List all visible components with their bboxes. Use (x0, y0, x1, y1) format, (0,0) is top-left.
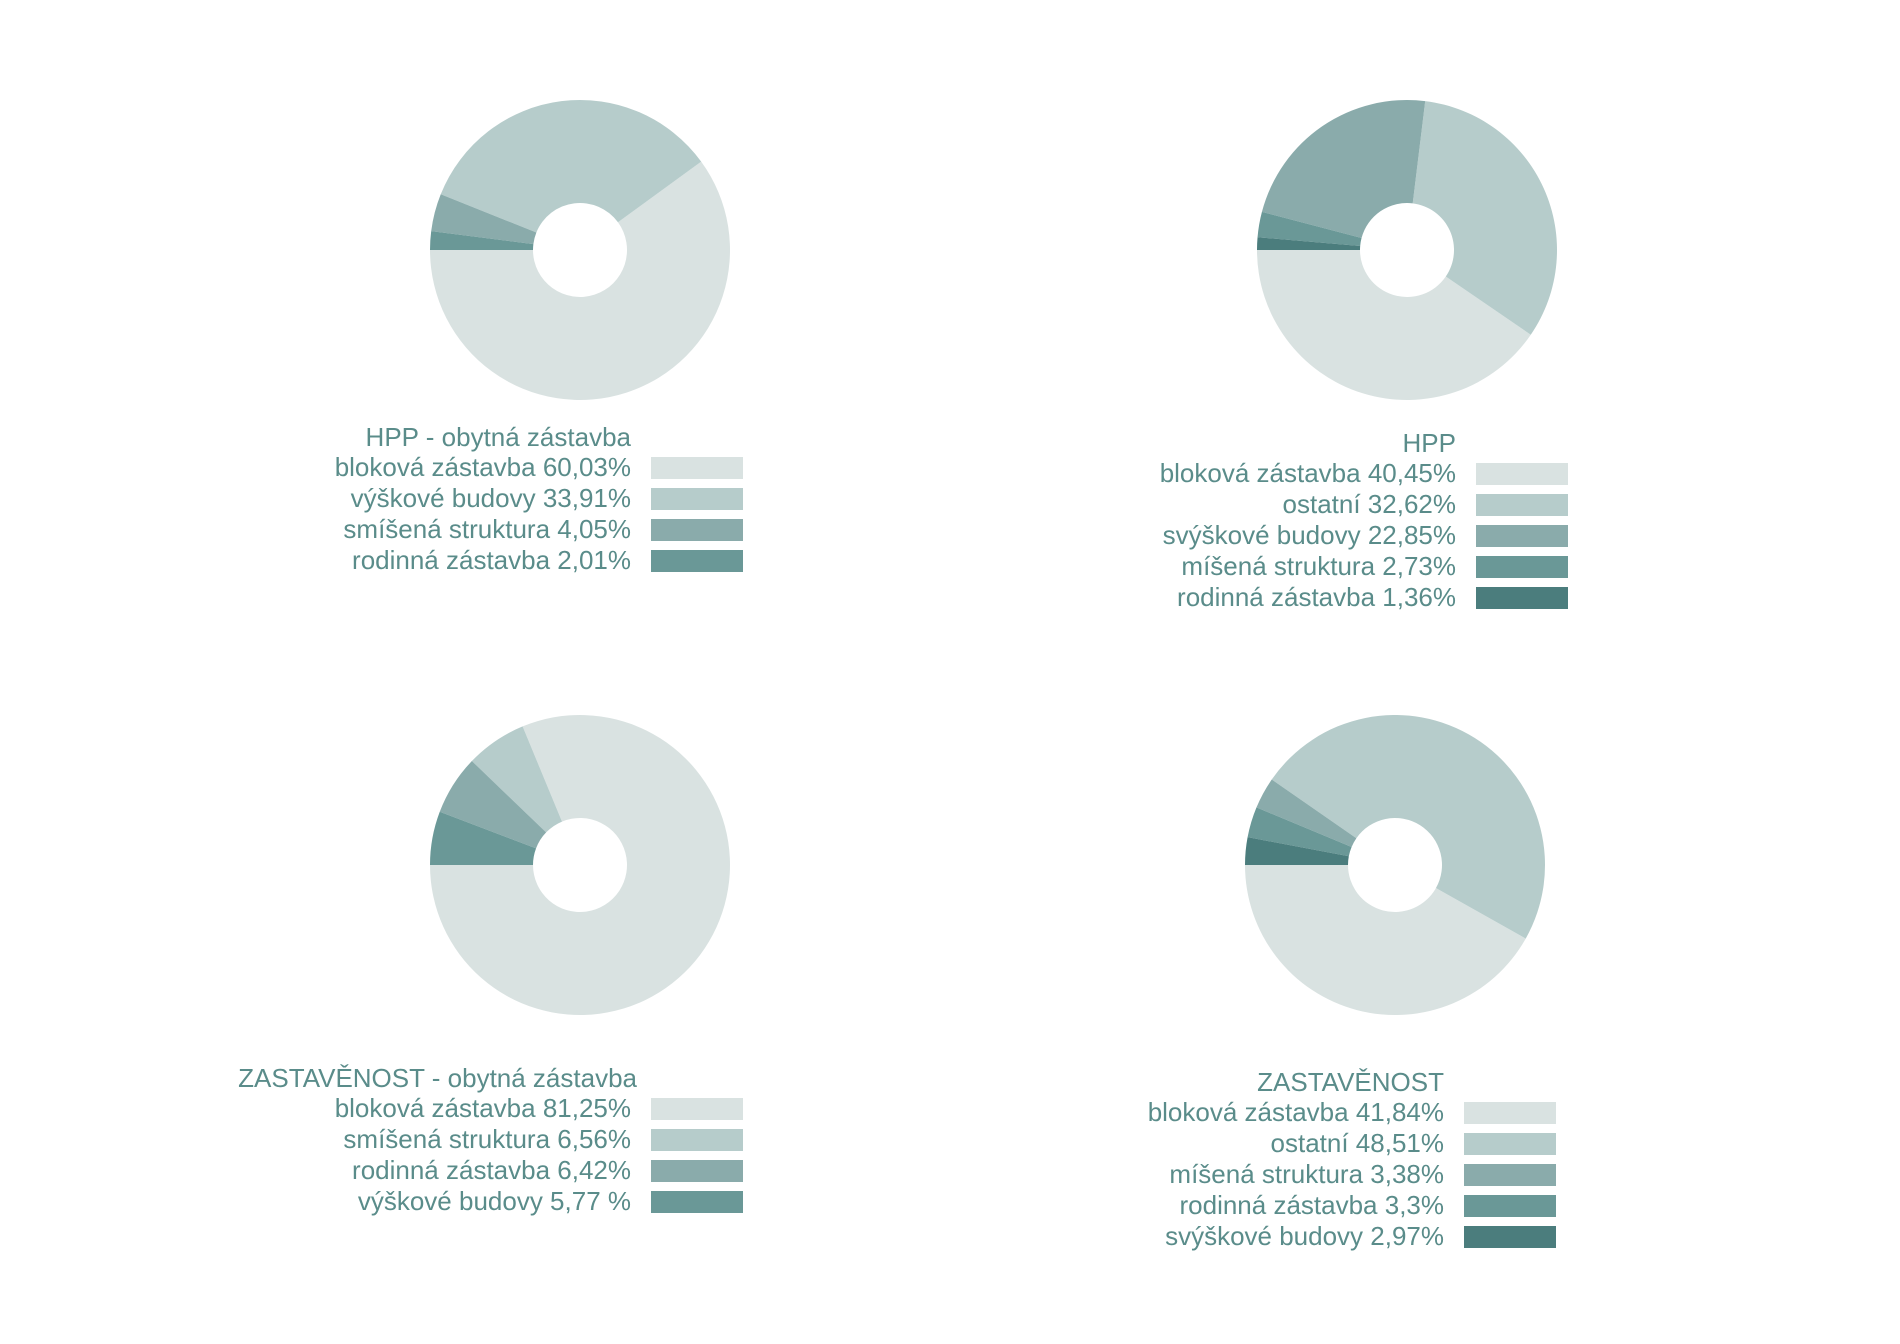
legend-swatch (1464, 1101, 1556, 1124)
legend-label: smíšená struktura 6,56% (343, 1124, 631, 1154)
legend-swatch (1476, 586, 1568, 609)
legend-label: bloková zástavba 60,03% (334, 452, 631, 482)
legend-item: bloková zástavba 40,45% (1160, 458, 1568, 489)
legend-swatch (651, 1190, 743, 1213)
pie-slice (439, 761, 547, 849)
legend-swatch (1464, 1132, 1556, 1155)
chart-title: HPP (1402, 428, 1456, 458)
legend-item: svýškové budovy 22,85% (1160, 520, 1568, 551)
pie-slice (430, 231, 534, 250)
pie-slice (430, 715, 730, 1016)
legend-item: míšená struktura 2,73% (1160, 551, 1568, 582)
pie-slice (1261, 99, 1426, 239)
legend-label: rodinná zástavba 2,01% (352, 545, 631, 575)
legend-swatch (651, 1159, 743, 1182)
legend-swatch (651, 518, 743, 541)
legend-item: bloková zástavba 81,25% (238, 1093, 743, 1124)
pie-slice (1247, 807, 1352, 857)
pie-slice (1257, 250, 1531, 400)
pie-slice (1257, 237, 1361, 250)
pie-slice (431, 194, 537, 245)
legend-swatch (1476, 493, 1568, 516)
legend-swatch (651, 1128, 743, 1151)
legend-item: rodinná zástavba 6,42% (238, 1155, 743, 1186)
legend-label: rodinná zástavba 1,36% (1177, 582, 1456, 612)
legend-swatch (651, 456, 743, 479)
legend-hpp: HPP bloková zástavba 40,45% ostatní 32,62… (1160, 428, 1568, 613)
legend-swatch (1476, 555, 1568, 578)
legend-item: ostatní 48,51% (1148, 1128, 1556, 1159)
legend-item: výškové budovy 33,91% (335, 483, 743, 514)
legend-label: ostatní 48,51% (1270, 1128, 1444, 1158)
legend-swatch (1476, 462, 1568, 485)
legend-item: míšená struktura 3,38% (1148, 1159, 1556, 1190)
pie-slice (1257, 211, 1362, 246)
legend-item: smíšená struktura 6,56% (238, 1124, 743, 1155)
legend-label: smíšená struktura 4,05% (343, 514, 631, 544)
legend-item: ostatní 32,62% (1160, 489, 1568, 520)
legend-label: bloková zástavba 40,45% (1159, 458, 1456, 488)
legend-label: výškové budovy 5,77 % (357, 1186, 631, 1216)
legend-swatch (651, 1097, 743, 1120)
legend-label: rodinná zástavba 3,3% (1179, 1190, 1444, 1220)
legend-label: výškové budovy 33,91% (350, 483, 631, 513)
legend-label: rodinná zástavba 6,42% (352, 1155, 631, 1185)
legend-label: svýškové budovy 2,97% (1165, 1221, 1444, 1251)
pie-slice (1412, 101, 1557, 335)
legend-hpp-obytna: HPP - obytná zástavba bloková zástavba 6… (335, 422, 743, 576)
pie-slice (1245, 837, 1349, 865)
legend-zastavenost: ZASTAVĚNOST bloková zástavba 41,84% ostat… (1148, 1067, 1556, 1252)
legend-label: svýškové budovy 22,85% (1162, 520, 1456, 550)
legend-item: smíšená struktura 4,05% (335, 514, 743, 545)
legend-item: rodinná zástavba 2,01% (335, 545, 743, 576)
pie-slice (471, 726, 563, 833)
chart-title: ZASTAVĚNOST (1257, 1067, 1444, 1097)
legend-item: výškové budovy 5,77 % (238, 1186, 743, 1217)
legend-item: rodinná zástavba 1,36% (1160, 582, 1568, 613)
chart-title: HPP - obytná zástavba (365, 422, 631, 452)
legend-item: bloková zástavba 60,03% (335, 452, 743, 483)
legend-label: míšená struktura 3,38% (1169, 1159, 1444, 1189)
legend-item: rodinná zástavba 3,3% (1148, 1190, 1556, 1221)
chart-title: ZASTAVĚNOST - obytná zástavba (238, 1063, 637, 1093)
legend-swatch (651, 487, 743, 510)
pie-slice (1271, 714, 1546, 939)
pie-slice (440, 100, 702, 233)
legend-swatch (1464, 1194, 1556, 1217)
legend-swatch (651, 549, 743, 572)
legend-item: svýškové budovy 2,97% (1148, 1221, 1556, 1252)
legend-swatch (1464, 1225, 1556, 1248)
legend-label: bloková zástavba 81,25% (334, 1093, 631, 1123)
legend-label: ostatní 32,62% (1282, 489, 1456, 519)
legend-item: bloková zástavba 41,84% (1148, 1097, 1556, 1128)
legend-swatch (1464, 1163, 1556, 1186)
pie-slice (430, 811, 537, 865)
legend-swatch (1476, 524, 1568, 547)
pie-slice (1245, 865, 1526, 1015)
legend-label: míšená struktura 2,73% (1181, 551, 1456, 581)
pie-slice (1256, 779, 1357, 847)
pie-slice (430, 161, 730, 400)
legend-zastavenost-obytna: ZASTAVĚNOST - obytná zástavba bloková zá… (238, 1063, 743, 1217)
legend-label: bloková zástavba 41,84% (1147, 1097, 1444, 1127)
